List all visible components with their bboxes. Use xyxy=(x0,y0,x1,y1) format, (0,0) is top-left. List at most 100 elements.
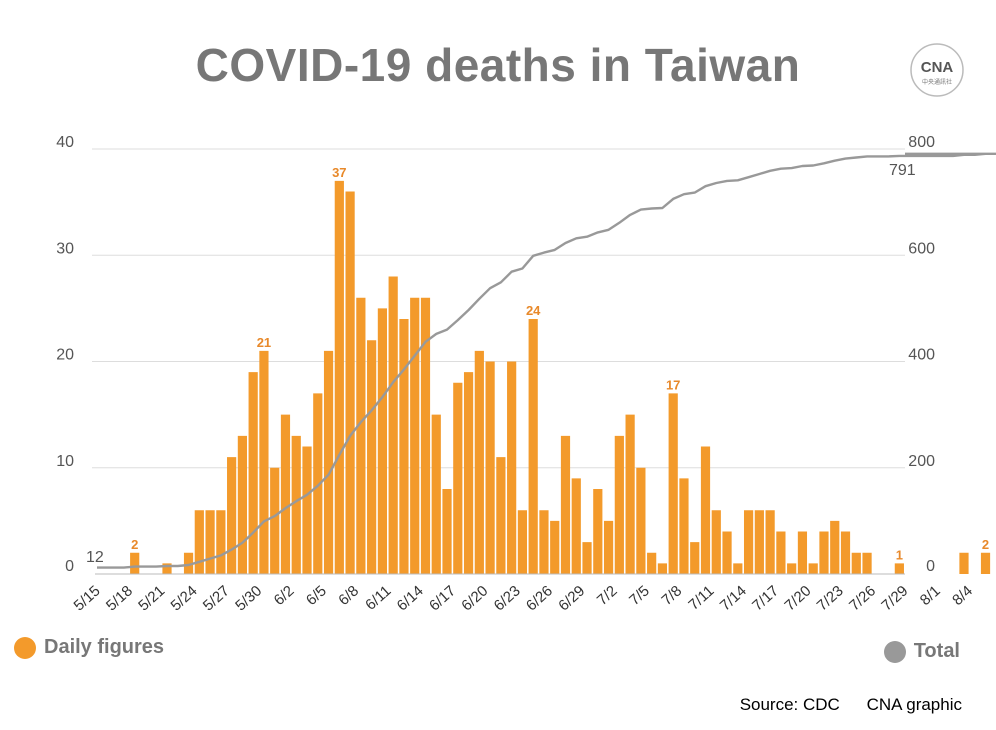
x-tick-label: 6/29 xyxy=(555,582,588,614)
logo-main-text: CNA xyxy=(921,59,954,76)
x-tick-label: 7/14 xyxy=(717,582,750,614)
bar xyxy=(765,510,775,574)
bar xyxy=(431,414,441,574)
bar xyxy=(830,520,840,574)
y-tick-label: 0 xyxy=(65,558,74,575)
bar xyxy=(453,382,463,574)
credit-text: CNA graphic xyxy=(866,695,962,714)
y2-tick-label: 400 xyxy=(908,347,935,364)
bar xyxy=(787,563,797,574)
x-tick-label: 6/14 xyxy=(394,582,427,614)
x-tick-label: 7/2 xyxy=(594,582,621,609)
x-tick-label: 7/29 xyxy=(878,582,911,614)
bar xyxy=(205,510,215,574)
total-end-label: 791 xyxy=(889,162,916,179)
bar xyxy=(722,531,732,574)
bar xyxy=(302,446,312,574)
legend-daily: Daily figures xyxy=(14,636,164,659)
bar xyxy=(733,563,743,574)
bar xyxy=(323,350,334,574)
bar xyxy=(959,552,969,574)
legend-daily-marker xyxy=(14,636,36,659)
legend-total-marker xyxy=(883,640,906,663)
y-tick-label: 10 xyxy=(56,453,74,470)
bar xyxy=(291,435,301,574)
bar-value-label: 24 xyxy=(526,303,541,318)
x-tick-label: 7/11 xyxy=(685,582,717,613)
bar xyxy=(614,435,624,574)
bar xyxy=(690,542,700,574)
bar xyxy=(657,563,668,574)
y2-tick-label: 600 xyxy=(908,240,935,257)
bar xyxy=(496,457,506,574)
bar-value-label: 2 xyxy=(982,537,989,552)
bar xyxy=(560,435,571,574)
x-tick-label: 6/8 xyxy=(335,582,362,609)
legend-total-label: Total xyxy=(913,640,960,662)
total-start-label: 12 xyxy=(86,549,104,566)
x-tick-label: 6/17 xyxy=(426,582,459,614)
bar xyxy=(517,510,528,574)
x-tick-label: 5/15 xyxy=(71,582,104,614)
logo-sub-text: 中央通訊社 xyxy=(922,78,952,86)
bar-value-label: 2 xyxy=(131,537,138,552)
x-tick-label: 7/20 xyxy=(781,582,814,614)
x-tick-label: 8/4 xyxy=(949,582,976,609)
bar xyxy=(711,510,721,574)
y2-tick-label: 200 xyxy=(908,453,935,470)
bar xyxy=(647,552,657,574)
bar xyxy=(679,478,689,574)
bar xyxy=(356,297,366,574)
x-tick-label: 5/21 xyxy=(135,582,168,614)
bar xyxy=(130,552,140,574)
x-tick-label: 7/5 xyxy=(626,582,653,609)
bar xyxy=(183,552,194,574)
x-tick-label: 5/24 xyxy=(168,582,201,614)
cna-logo: CNA 中央通訊社 xyxy=(909,42,965,98)
bar xyxy=(485,361,495,574)
bar xyxy=(280,414,291,574)
bar xyxy=(593,489,603,574)
bar xyxy=(743,510,754,574)
legend-daily-label: Daily figures xyxy=(44,636,165,658)
x-tick-label: 6/23 xyxy=(491,582,524,614)
bar xyxy=(248,372,258,574)
x-tick-label: 6/11 xyxy=(362,582,394,613)
y-tick-label: 20 xyxy=(56,347,74,364)
bar xyxy=(399,319,409,574)
x-tick-label: 6/2 xyxy=(271,582,298,609)
bar xyxy=(194,510,204,574)
bar xyxy=(894,563,904,574)
bar xyxy=(216,510,226,574)
legend-total: Total xyxy=(883,640,960,663)
bar xyxy=(334,180,344,574)
bar xyxy=(345,191,355,574)
chart-title: COVID-19 deaths in Taiwan xyxy=(195,39,801,91)
bar xyxy=(776,531,786,574)
x-tick-label: 6/20 xyxy=(458,582,491,614)
bar xyxy=(507,361,517,574)
x-tick-label: 6/5 xyxy=(303,582,330,609)
x-tick-label: 7/8 xyxy=(658,582,685,609)
bar xyxy=(625,414,635,574)
bar-value-label: 1 xyxy=(896,547,903,562)
bar xyxy=(377,308,388,574)
bar xyxy=(420,297,431,574)
bar xyxy=(388,276,398,574)
bar xyxy=(571,478,581,574)
bar xyxy=(603,520,614,574)
bar-value-label: 17 xyxy=(666,377,680,392)
bar xyxy=(528,319,538,574)
y-tick-label: 40 xyxy=(56,134,74,151)
total-line xyxy=(97,152,996,569)
x-tick-label: 7/23 xyxy=(814,582,847,614)
bar xyxy=(442,489,452,574)
bar xyxy=(313,393,323,574)
bar xyxy=(636,467,646,574)
bar xyxy=(980,552,991,574)
x-tick-label: 8/1 xyxy=(917,582,944,609)
x-tick-label: 7/26 xyxy=(846,582,879,614)
bar-value-label: 37 xyxy=(332,165,346,180)
bar xyxy=(808,563,818,574)
